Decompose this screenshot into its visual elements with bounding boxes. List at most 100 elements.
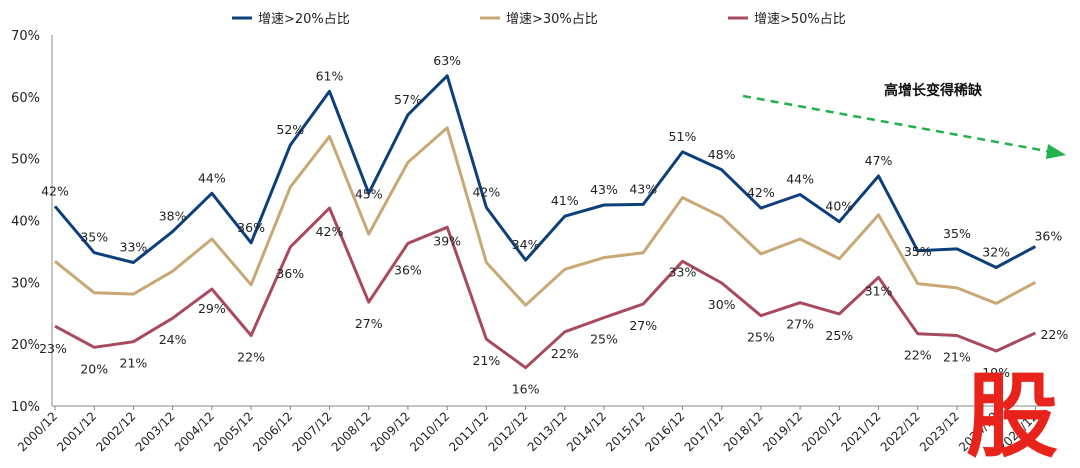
data-label-series-3: 21% bbox=[120, 356, 148, 371]
data-label-series-3: 31% bbox=[865, 283, 893, 298]
data-label-series-3: 30% bbox=[708, 297, 736, 312]
x-tick-label: 2011/12 bbox=[446, 409, 491, 454]
series-line-1 bbox=[53, 74, 1037, 269]
data-label-series-3: 27% bbox=[786, 317, 814, 332]
data-label-series-3: 25% bbox=[590, 332, 618, 347]
data-label-series-3: 16% bbox=[512, 382, 540, 397]
legend: 增速>20%占比 增速>30%占比 增速>50%占比 bbox=[232, 12, 846, 27]
data-label-series-3: 22% bbox=[1040, 327, 1068, 342]
x-tick-label: 2003/12 bbox=[133, 409, 178, 454]
data-label-series-1: 35% bbox=[904, 244, 932, 259]
y-tick-label: 60% bbox=[11, 91, 40, 106]
data-label-series-1: 38% bbox=[159, 209, 187, 224]
data-label-series-1: 48% bbox=[708, 147, 736, 162]
data-label-series-3: 25% bbox=[747, 330, 775, 345]
data-label-series-3: 24% bbox=[159, 332, 187, 347]
data-label-series-3: 22% bbox=[551, 346, 579, 361]
annotation: 高增长变得稀缺 bbox=[742, 82, 1066, 159]
y-tick-label: 10% bbox=[11, 400, 40, 415]
data-label-series-1: 40% bbox=[825, 199, 853, 214]
y-axis: 10% 20% 30% 40% 50% 60% 70% bbox=[11, 29, 53, 415]
data-labels: 42% 35% 33% 38% 44% 36% 52% 61% 45% 57% 63% 42% 34% 4… bbox=[39, 53, 1068, 397]
x-tick-label: 2019/12 bbox=[760, 409, 805, 454]
series-lines bbox=[53, 74, 1037, 370]
data-label-series-1: 47% bbox=[865, 153, 893, 168]
data-label-series-1: 36% bbox=[237, 220, 265, 235]
x-tick-label: 2000/12 bbox=[15, 409, 60, 454]
series-line-3 bbox=[54, 206, 1037, 370]
trend-annotation-text: 高增长变得稀缺 bbox=[884, 82, 983, 99]
data-label-series-3: 19% bbox=[982, 365, 1010, 380]
legend-label: 增速>30%占比 bbox=[506, 12, 598, 27]
data-label-series-1: 42% bbox=[41, 183, 69, 198]
data-label-series-1: 45% bbox=[355, 186, 383, 201]
data-label-series-1: 44% bbox=[198, 170, 226, 185]
y-tick-label: 30% bbox=[11, 276, 40, 291]
y-tick-label: 50% bbox=[11, 153, 40, 168]
trend-arrow-line bbox=[742, 94, 1053, 154]
data-label-series-1: 34% bbox=[512, 237, 540, 252]
data-label-series-3: 29% bbox=[198, 301, 226, 316]
watermark-logo: 股 bbox=[966, 363, 1058, 468]
data-label-series-1: 63% bbox=[433, 53, 461, 68]
data-label-series-1: 51% bbox=[669, 129, 697, 144]
trend-arrow-head bbox=[1046, 144, 1066, 159]
x-tick-label: 2009/12 bbox=[368, 409, 413, 454]
data-label-series-1: 52% bbox=[276, 122, 304, 137]
x-tick-label: 2023/12 bbox=[917, 409, 962, 454]
data-label-series-1: 33% bbox=[120, 240, 148, 255]
data-label-series-3: 39% bbox=[433, 233, 461, 248]
data-label-series-3: 22% bbox=[237, 350, 265, 365]
x-tick-label: 2017/12 bbox=[682, 409, 727, 454]
data-label-series-1: 61% bbox=[316, 68, 344, 83]
data-label-series-1: 36% bbox=[1034, 228, 1062, 243]
x-tick-label: 2007/12 bbox=[289, 409, 334, 454]
data-label-series-1: 35% bbox=[80, 230, 108, 245]
data-label-series-1: 42% bbox=[472, 185, 500, 200]
data-label-series-1: 35% bbox=[943, 226, 971, 241]
y-tick-label: 70% bbox=[11, 29, 40, 44]
series-line-2 bbox=[54, 126, 1037, 307]
data-label-series-3: 27% bbox=[355, 316, 383, 331]
legend-label: 增速>20%占比 bbox=[258, 12, 350, 27]
y-tick-label: 20% bbox=[11, 338, 40, 353]
x-tick-label: 2021/12 bbox=[838, 409, 883, 454]
legend-label: 增速>50%占比 bbox=[754, 12, 846, 27]
x-tick-label: 2012/12 bbox=[486, 409, 531, 454]
data-label-series-3: 42% bbox=[316, 224, 344, 239]
x-tick-label: 2005/12 bbox=[211, 409, 256, 454]
x-axis: 2000/122001/122002/122003/122004/122005/… bbox=[15, 405, 1052, 454]
y-tick-label: 40% bbox=[11, 215, 40, 230]
data-label-series-3: 36% bbox=[394, 262, 422, 277]
x-tick-label: 2001/12 bbox=[54, 409, 99, 454]
data-label-series-3: 27% bbox=[629, 318, 657, 333]
data-label-series-3: 23% bbox=[39, 341, 67, 356]
data-label-series-3: 21% bbox=[472, 353, 500, 368]
data-label-series-3: 22% bbox=[904, 348, 932, 363]
x-tick-label: 2020/12 bbox=[799, 409, 844, 454]
x-tick-label: 2010/12 bbox=[407, 409, 452, 454]
x-tick-label: 2022/12 bbox=[878, 409, 923, 454]
x-tick-label: 2006/12 bbox=[250, 409, 295, 454]
data-label-series-1: 32% bbox=[982, 244, 1010, 259]
data-label-series-1: 44% bbox=[786, 172, 814, 187]
x-tick-label: 2008/12 bbox=[329, 409, 374, 454]
data-label-series-1: 43% bbox=[629, 181, 657, 196]
data-label-series-1: 42% bbox=[747, 185, 775, 200]
data-label-series-3: 20% bbox=[80, 361, 108, 376]
data-label-series-1: 57% bbox=[394, 92, 422, 107]
data-label-series-3: 25% bbox=[825, 328, 853, 343]
x-tick-label: 2013/12 bbox=[525, 409, 570, 454]
x-tick-label: 2016/12 bbox=[642, 409, 687, 454]
data-label-series-1: 43% bbox=[590, 182, 618, 197]
x-tick-label: 2015/12 bbox=[603, 409, 648, 454]
x-tick-label: 2014/12 bbox=[564, 409, 609, 454]
data-label-series-1: 41% bbox=[551, 193, 579, 208]
data-label-series-3: 21% bbox=[943, 350, 971, 365]
data-label-series-3: 36% bbox=[276, 266, 304, 281]
data-label-series-3: 33% bbox=[669, 264, 697, 279]
x-tick-label: 2002/12 bbox=[93, 409, 138, 454]
x-tick-label: 2004/12 bbox=[172, 409, 217, 454]
x-tick-label: 2018/12 bbox=[721, 409, 766, 454]
